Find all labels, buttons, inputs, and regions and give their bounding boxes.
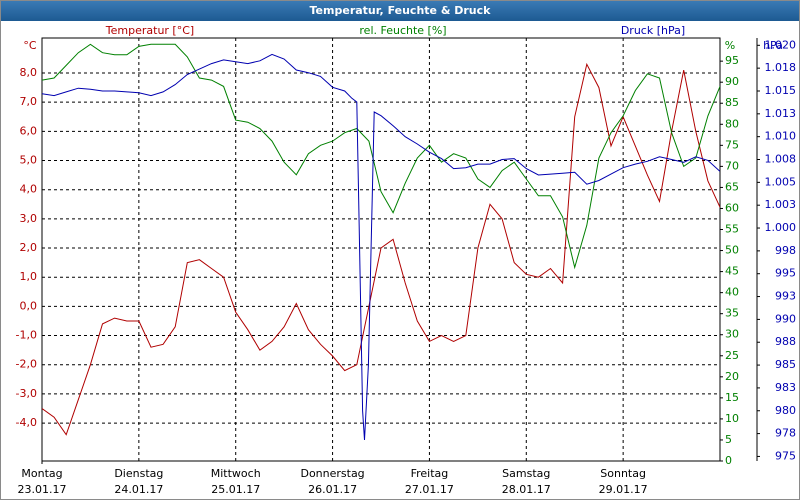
y-tick-label: -3,0 xyxy=(16,387,37,400)
x-tick-date: 29.01.17 xyxy=(599,483,648,496)
y3-tick-label: 998 xyxy=(775,244,796,257)
y3-tick-label: 1.003 xyxy=(765,198,797,211)
y-tick-label: 1,0 xyxy=(20,270,38,283)
y2-tick-label: 60 xyxy=(725,201,739,214)
plot-lines xyxy=(42,43,720,441)
x-tick-label: Freitag xyxy=(411,467,449,480)
y-tick-label: 4,0 xyxy=(20,183,38,196)
y3-tick-label: 1.015 xyxy=(765,84,797,97)
y-tick-label: 0,0 xyxy=(20,299,38,312)
series-line xyxy=(42,53,720,441)
x-tick-label: Mittwoch xyxy=(211,467,261,480)
y-tick-label: 7,0 xyxy=(20,95,38,108)
x-tick-date: 23.01.17 xyxy=(18,483,67,496)
series-name: Temperatur [°C] xyxy=(105,24,194,37)
y-tick-label: 2,0 xyxy=(20,241,38,254)
y2-tick-label: 45 xyxy=(725,265,739,278)
x-tick-date: 28.01.17 xyxy=(502,483,551,496)
y2-tick-label: 5 xyxy=(725,433,732,446)
y3-tick-label: 1.008 xyxy=(765,153,797,166)
series-line xyxy=(42,43,720,270)
y3-tick-label: 1.000 xyxy=(765,221,797,234)
y2-tick-label: 20 xyxy=(725,370,739,383)
y3-tick-label: 1.018 xyxy=(765,61,797,74)
x-tick-date: 24.01.17 xyxy=(114,483,163,496)
y3-tick-label: 1.013 xyxy=(765,107,797,120)
y2-tick-label: 25 xyxy=(725,349,739,362)
x-tick-label: Donnerstag xyxy=(300,467,364,480)
y3-tick-label: 995 xyxy=(775,267,796,280)
axis-unit: °C xyxy=(23,39,37,52)
y2-tick-label: 85 xyxy=(725,96,739,109)
y2-tick-label: 50 xyxy=(725,244,739,257)
y2-tick-label: 65 xyxy=(725,180,739,193)
y3-tick-label: 983 xyxy=(775,381,796,394)
y2-tick-label: 35 xyxy=(725,307,739,320)
y-tick-label: -1,0 xyxy=(16,329,37,342)
x-tick-label: Montag xyxy=(21,467,62,480)
x-tick-label: Samstag xyxy=(502,467,550,480)
series-line xyxy=(42,62,720,436)
y2-tick-label: 95 xyxy=(725,54,739,67)
y3-tick-label: 988 xyxy=(775,335,796,348)
y-tick-label: -2,0 xyxy=(16,358,37,371)
y3-tick-label: 975 xyxy=(775,449,796,462)
y3-tick-label: 1.010 xyxy=(765,130,797,143)
y3-tick-label: 993 xyxy=(775,290,796,303)
y2-tick-label: 0 xyxy=(725,454,732,467)
y-tick-label: 3,0 xyxy=(20,212,38,225)
axis-unit: % xyxy=(725,39,735,52)
y2-tick-label: 10 xyxy=(725,412,739,425)
y3-tick-label: 978 xyxy=(775,427,796,440)
y3-tick-label: 990 xyxy=(775,312,796,325)
y-tick-label: 6,0 xyxy=(20,124,38,137)
x-tick-date: 26.01.17 xyxy=(308,483,357,496)
y3-tick-label: 1.020 xyxy=(765,38,797,51)
y2-tick-label: 80 xyxy=(725,117,739,130)
y2-tick-label: 40 xyxy=(725,286,739,299)
x-tick-date: 25.01.17 xyxy=(211,483,260,496)
y3-tick-label: 1.005 xyxy=(765,175,797,188)
y-tick-label: 5,0 xyxy=(20,154,38,167)
y3-tick-label: 980 xyxy=(775,404,796,417)
x-tick-label: Sonntag xyxy=(600,467,646,480)
x-tick-date: 27.01.17 xyxy=(405,483,454,496)
series-name: Druck [hPa] xyxy=(621,24,685,37)
y-tick-label: -4,0 xyxy=(16,416,37,429)
y3-tick-label: 985 xyxy=(775,358,796,371)
y2-tick-label: 55 xyxy=(725,223,739,236)
title-bar xyxy=(1,1,799,21)
y2-tick-label: 15 xyxy=(725,391,739,404)
x-tick-label: Dienstag xyxy=(114,467,163,480)
y2-tick-label: 30 xyxy=(725,328,739,341)
y2-tick-label: 70 xyxy=(725,159,739,172)
y-tick-label: 8,0 xyxy=(20,66,38,79)
y2-tick-label: 90 xyxy=(725,75,739,88)
series-name: rel. Feuchte [%] xyxy=(359,24,446,37)
y2-tick-label: 75 xyxy=(725,138,739,151)
axis-unit: hPa xyxy=(763,39,783,52)
chart-title: Temperatur, Feuchte & Druck xyxy=(310,4,492,17)
